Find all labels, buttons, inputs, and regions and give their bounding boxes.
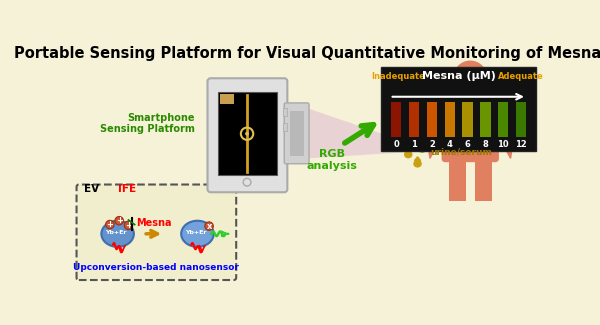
Polygon shape bbox=[419, 142, 425, 146]
Text: 8: 8 bbox=[482, 140, 488, 149]
Bar bbox=[381, 68, 536, 151]
Text: Yb+Er: Yb+Er bbox=[106, 230, 127, 235]
Bar bbox=[427, 102, 437, 137]
Bar bbox=[445, 102, 455, 137]
Ellipse shape bbox=[404, 151, 413, 158]
FancyBboxPatch shape bbox=[77, 185, 236, 280]
Polygon shape bbox=[405, 148, 412, 151]
Text: EV: EV bbox=[84, 184, 100, 194]
Ellipse shape bbox=[181, 221, 214, 247]
Text: x: x bbox=[206, 222, 212, 231]
Text: IFE: IFE bbox=[118, 184, 136, 194]
Bar bbox=[409, 102, 419, 137]
Bar bbox=[498, 102, 508, 137]
Bar bbox=[391, 102, 401, 137]
Text: 4: 4 bbox=[447, 140, 452, 149]
Bar bbox=[220, 94, 234, 104]
Polygon shape bbox=[492, 108, 513, 158]
Bar bbox=[480, 102, 491, 137]
Bar bbox=[463, 102, 473, 137]
Polygon shape bbox=[415, 157, 421, 161]
Bar bbox=[218, 92, 277, 175]
Bar bbox=[475, 156, 492, 201]
Text: 2: 2 bbox=[429, 140, 435, 149]
FancyBboxPatch shape bbox=[442, 95, 499, 162]
Text: 6: 6 bbox=[464, 140, 470, 149]
Circle shape bbox=[124, 221, 133, 229]
Text: +: + bbox=[125, 221, 132, 230]
Circle shape bbox=[106, 220, 114, 229]
Circle shape bbox=[453, 60, 487, 95]
Text: Mesna: Mesna bbox=[136, 218, 172, 227]
Text: Smartphone
Sensing Platform: Smartphone Sensing Platform bbox=[100, 113, 195, 135]
Polygon shape bbox=[428, 108, 449, 158]
Text: Mesna (μM): Mesna (μM) bbox=[422, 72, 496, 81]
Bar bbox=[283, 108, 287, 116]
Text: +: + bbox=[106, 220, 113, 229]
Text: urine/serum: urine/serum bbox=[430, 148, 492, 157]
Circle shape bbox=[205, 222, 214, 230]
Ellipse shape bbox=[101, 221, 134, 247]
Text: RGB
analysis: RGB analysis bbox=[307, 149, 358, 171]
FancyBboxPatch shape bbox=[208, 78, 287, 192]
Text: 10: 10 bbox=[497, 140, 509, 149]
Text: Upconversion-based nanosensor: Upconversion-based nanosensor bbox=[73, 263, 239, 272]
Text: Inadequate: Inadequate bbox=[371, 72, 425, 81]
Text: Adequate: Adequate bbox=[498, 72, 544, 81]
FancyBboxPatch shape bbox=[284, 103, 309, 164]
Text: 12: 12 bbox=[515, 140, 527, 149]
Bar bbox=[464, 79, 476, 101]
Bar bbox=[449, 156, 466, 201]
Text: Yb+Er: Yb+Er bbox=[185, 230, 206, 235]
Text: +: + bbox=[116, 216, 122, 225]
Circle shape bbox=[115, 216, 124, 225]
Text: 1: 1 bbox=[411, 140, 417, 149]
Bar bbox=[283, 123, 287, 131]
Ellipse shape bbox=[418, 145, 427, 153]
Ellipse shape bbox=[413, 160, 422, 168]
Polygon shape bbox=[308, 108, 431, 158]
Text: Portable Sensing Platform for Visual Quantitative Monitoring of Mesna: Portable Sensing Platform for Visual Qua… bbox=[14, 46, 600, 61]
Bar bbox=[290, 111, 304, 156]
Bar bbox=[516, 102, 526, 137]
Text: 0: 0 bbox=[394, 140, 399, 149]
Circle shape bbox=[245, 132, 249, 136]
